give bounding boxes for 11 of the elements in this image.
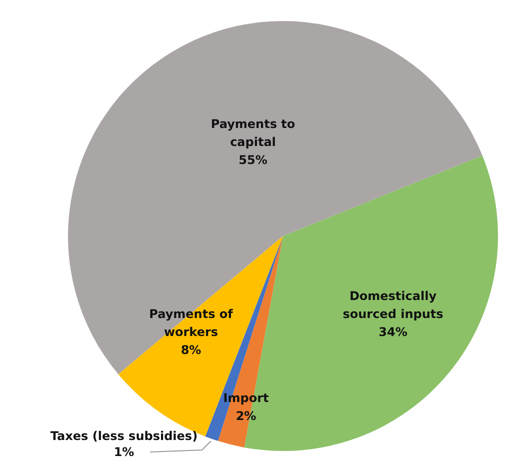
slice-label: Import — [223, 391, 269, 405]
slice-label: Payments to capital — [210, 117, 296, 149]
data-label: 2% — [236, 409, 256, 423]
data-label: 8% — [180, 343, 202, 357]
slice-label: Domestically sourced inputs — [342, 289, 444, 321]
data-label: 55% — [238, 153, 268, 167]
slice-label: Taxes (less subsidies) — [50, 429, 198, 443]
data-label: 1% — [114, 445, 134, 459]
pie-slice — [68, 21, 482, 374]
data-label: 34% — [378, 325, 408, 339]
pie-slice — [218, 236, 283, 448]
